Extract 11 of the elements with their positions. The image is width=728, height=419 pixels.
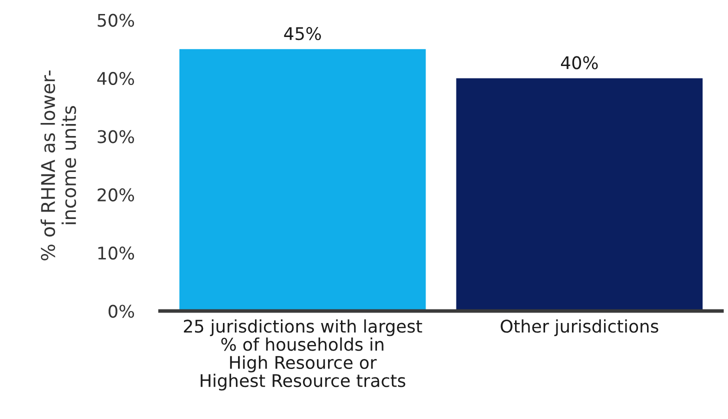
- y-tick-label: 0%: [108, 304, 134, 318]
- y-tick-label: 20%: [98, 188, 134, 202]
- x-tick-label: Other jurisdictions: [500, 319, 658, 336]
- data-label: 45%: [284, 27, 321, 40]
- y-tick-label: 10%: [98, 246, 134, 260]
- y-tick-label: 40%: [97, 72, 134, 86]
- x-tick-label: 25 jurisdictions with largest % of households in High Resource or Highest Resource tracts: [184, 319, 422, 390]
- data-label: 40%: [560, 56, 598, 70]
- y-axis-title: % of RHNA as lower- income units: [40, 70, 76, 260]
- y-tick-label: 50%: [98, 14, 134, 27]
- y-tick-label: 30%: [98, 130, 134, 144]
